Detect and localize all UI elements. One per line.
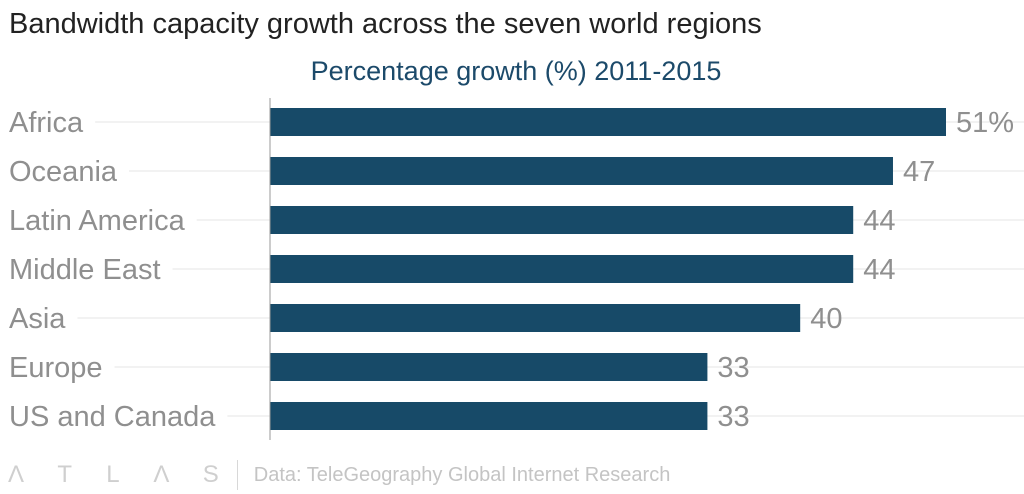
category-label: Africa	[9, 107, 84, 139]
bar-asia	[270, 304, 801, 332]
category-label: Oceania	[9, 156, 118, 188]
value-label: 44	[863, 254, 895, 286]
category-label: Latin America	[9, 205, 186, 237]
value-label: 47	[903, 156, 935, 188]
category-label: Europe	[9, 352, 103, 384]
category-label: Asia	[9, 303, 66, 335]
bar-africa	[270, 108, 946, 136]
footer: Λ T L Λ S Data: TeleGeography Global Int…	[8, 460, 670, 490]
value-label: 44	[863, 205, 895, 237]
source-note: Data: TeleGeography Global Internet Rese…	[253, 463, 671, 486]
footer-divider	[236, 460, 238, 490]
chart-title: Bandwidth capacity growth across the sev…	[9, 8, 762, 40]
category-label: Middle East	[9, 254, 161, 286]
bar-middle-east	[270, 255, 854, 283]
bar-europe	[270, 353, 708, 381]
value-label: 33	[717, 401, 749, 433]
category-label: US and Canada	[9, 401, 216, 433]
value-label: 51%	[956, 107, 1014, 139]
chart-subtitle: Percentage growth (%) 2011-2015	[310, 56, 722, 86]
value-label: 33	[717, 352, 749, 384]
value-label: 40	[810, 303, 842, 335]
atlas-logo: Λ T L Λ S	[8, 461, 233, 488]
bar-oceania	[270, 157, 893, 185]
bar-us-and-canada	[270, 402, 708, 430]
bar-latin-america	[270, 206, 854, 234]
